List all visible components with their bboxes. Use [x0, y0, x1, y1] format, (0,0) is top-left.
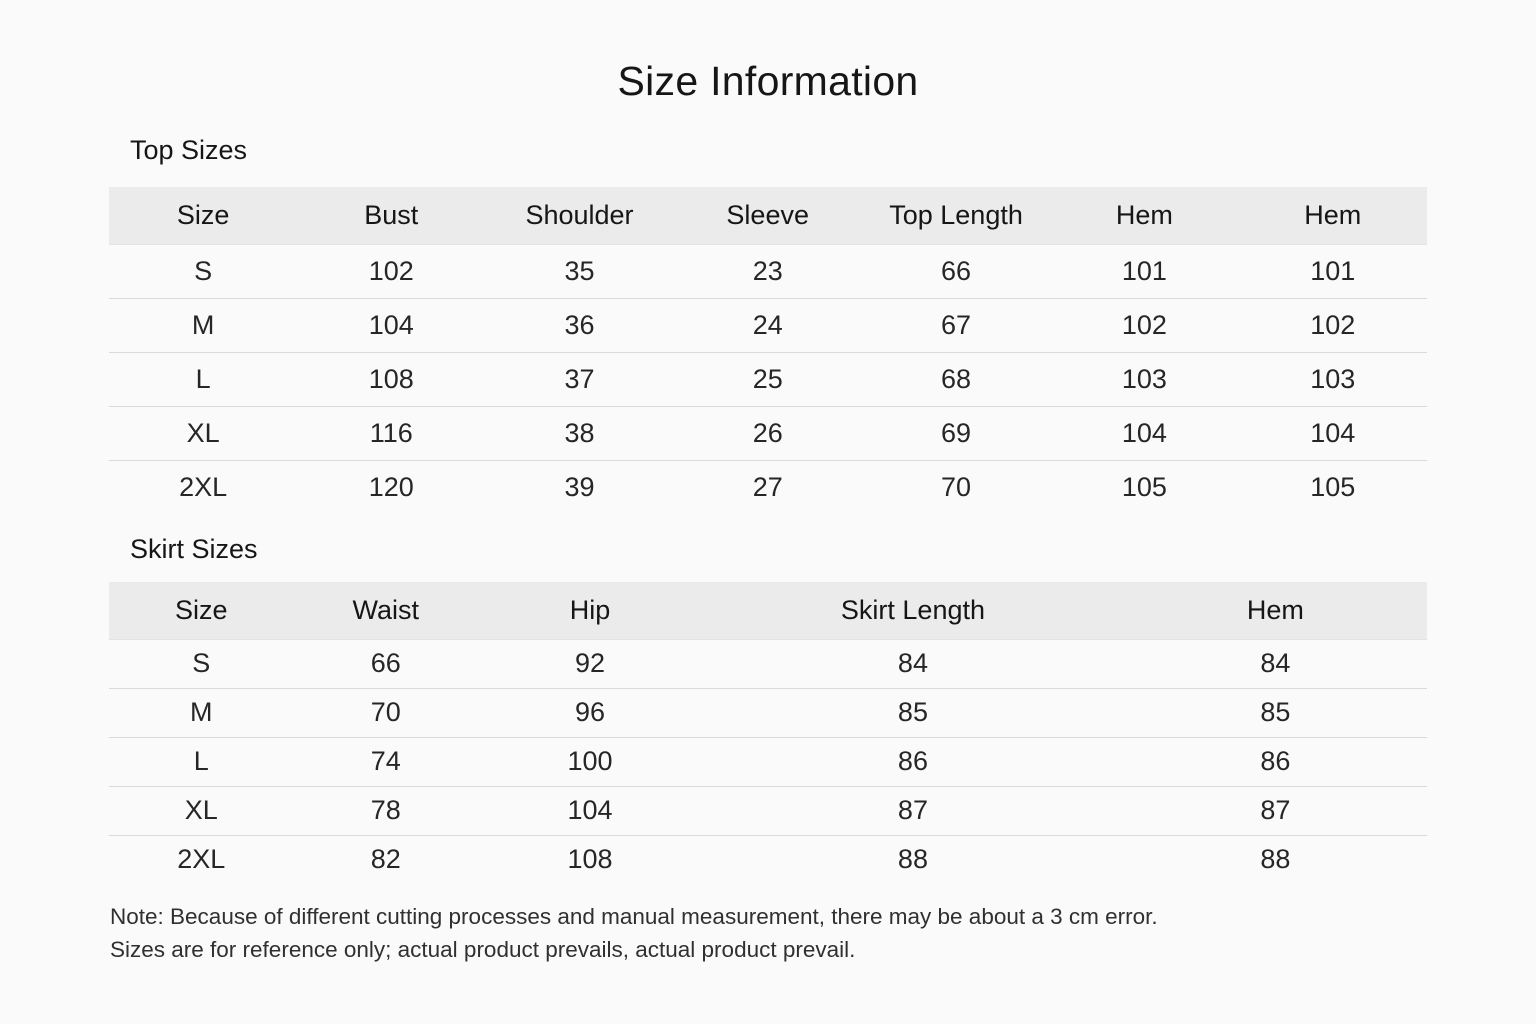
column-header: Shoulder — [485, 187, 674, 244]
table-cell: 104 — [1050, 405, 1239, 460]
table-cell: 101 — [1238, 243, 1427, 298]
table-cell: 66 — [861, 243, 1051, 298]
table-cell: 105 — [1050, 459, 1239, 514]
table-row: L 108 37 25 68 103 103 — [109, 351, 1427, 406]
column-header: Skirt Length — [702, 582, 1124, 639]
table-cell: 88 — [702, 834, 1124, 884]
table-cell: M — [109, 297, 298, 352]
table-cell: 27 — [673, 459, 862, 514]
table-cell: 108 — [297, 351, 486, 406]
table-cell: 104 — [1238, 405, 1427, 460]
table-cell: 2XL — [109, 834, 294, 884]
header-row: Size Waist Hip Skirt Length Hem — [109, 582, 1427, 639]
table-cell: 86 — [1123, 736, 1427, 786]
table-cell: 105 — [1238, 459, 1427, 514]
column-header: Size — [109, 582, 294, 639]
table-cell: 104 — [297, 297, 486, 352]
table-cell: 84 — [702, 638, 1124, 688]
table-cell: 74 — [293, 736, 479, 786]
table-cell: 108 — [478, 834, 703, 884]
table-row: 2XL 120 39 27 70 105 105 — [109, 459, 1427, 514]
column-header: Top Length — [861, 187, 1051, 244]
column-header: Sleeve — [673, 187, 862, 244]
table-row: 2XL 82 108 88 88 — [109, 834, 1427, 884]
table-cell: 66 — [293, 638, 479, 688]
table-cell: 70 — [861, 459, 1051, 514]
header-row: Size Bust Shoulder Sleeve Top Length Hem Hem — [109, 187, 1427, 244]
table-cell: 24 — [673, 297, 862, 352]
table-cell: 85 — [702, 687, 1124, 737]
table-cell: L — [109, 351, 298, 406]
table-cell: 103 — [1050, 351, 1239, 406]
table-cell: 36 — [485, 297, 674, 352]
column-header: Hip — [478, 582, 703, 639]
table-cell: 23 — [673, 243, 862, 298]
table-cell: 102 — [1050, 297, 1239, 352]
table-cell: 37 — [485, 351, 674, 406]
section-title-skirt-sizes: Skirt Sizes — [130, 534, 258, 564]
table-cell: 35 — [485, 243, 674, 298]
note-line-1: Note: Because of different cutting proce… — [110, 904, 1158, 929]
table-cell: 70 — [293, 687, 479, 737]
note-line-2: Sizes are for reference only; actual pro… — [110, 937, 856, 962]
table-cell: 68 — [861, 351, 1051, 406]
table-row: L 74 100 86 86 — [109, 736, 1427, 786]
table-row: XL 78 104 87 87 — [109, 785, 1427, 835]
table-cell: 85 — [1123, 687, 1427, 737]
table-cell: 120 — [297, 459, 486, 514]
table-cell: XL — [109, 785, 294, 835]
page-title: Size Information — [617, 58, 919, 104]
table-cell: S — [109, 243, 298, 298]
table-row: M 104 36 24 67 102 102 — [109, 297, 1427, 352]
table-cell: 38 — [485, 405, 674, 460]
table-cell: 67 — [861, 297, 1051, 352]
table-cell: 100 — [478, 736, 703, 786]
table-cell: 78 — [293, 785, 479, 835]
table-cell: 87 — [702, 785, 1124, 835]
skirt-sizes-table: Size Waist Hip Skirt Length Hem S 66 92 84 84 M 70 9… — [109, 582, 1427, 884]
top-sizes-table: Size Bust Shoulder Sleeve Top Length Hem Hem S 1… — [109, 187, 1427, 514]
table-row: S 66 92 84 84 — [109, 638, 1427, 688]
table-cell: L — [109, 736, 294, 786]
column-header: Bust — [297, 187, 486, 244]
table-cell: 102 — [297, 243, 486, 298]
table-cell: XL — [109, 405, 298, 460]
table-row: M 70 96 85 85 — [109, 687, 1427, 737]
table-cell: 96 — [478, 687, 703, 737]
table-cell: 86 — [702, 736, 1124, 786]
table-cell: 104 — [478, 785, 703, 835]
table-cell: 87 — [1123, 785, 1427, 835]
table-cell: 116 — [297, 405, 486, 460]
table-row: S 102 35 23 66 101 101 — [109, 243, 1427, 298]
table-cell: M — [109, 687, 294, 737]
column-header: Hem — [1050, 187, 1239, 244]
table-cell: S — [109, 638, 294, 688]
table-cell: 2XL — [109, 459, 298, 514]
table-cell: 103 — [1238, 351, 1427, 406]
table-cell: 39 — [485, 459, 674, 514]
column-header: Size — [109, 187, 298, 244]
section-title-top-sizes: Top Sizes — [130, 135, 248, 165]
table-cell: 69 — [861, 405, 1051, 460]
table-cell: 88 — [1123, 834, 1427, 884]
column-header: Hem — [1123, 582, 1427, 639]
table-cell: 84 — [1123, 638, 1427, 688]
table-cell: 26 — [673, 405, 862, 460]
table-cell: 82 — [293, 834, 479, 884]
column-header: Waist — [293, 582, 479, 639]
table-cell: 25 — [673, 351, 862, 406]
size-note: Note: Because of different cutting proce… — [0, 884, 1536, 966]
table-cell: 92 — [478, 638, 703, 688]
table-row: XL 116 38 26 69 104 104 — [109, 405, 1427, 460]
table-cell: 101 — [1050, 243, 1239, 298]
table-cell: 102 — [1238, 297, 1427, 352]
column-header: Hem — [1238, 187, 1427, 244]
